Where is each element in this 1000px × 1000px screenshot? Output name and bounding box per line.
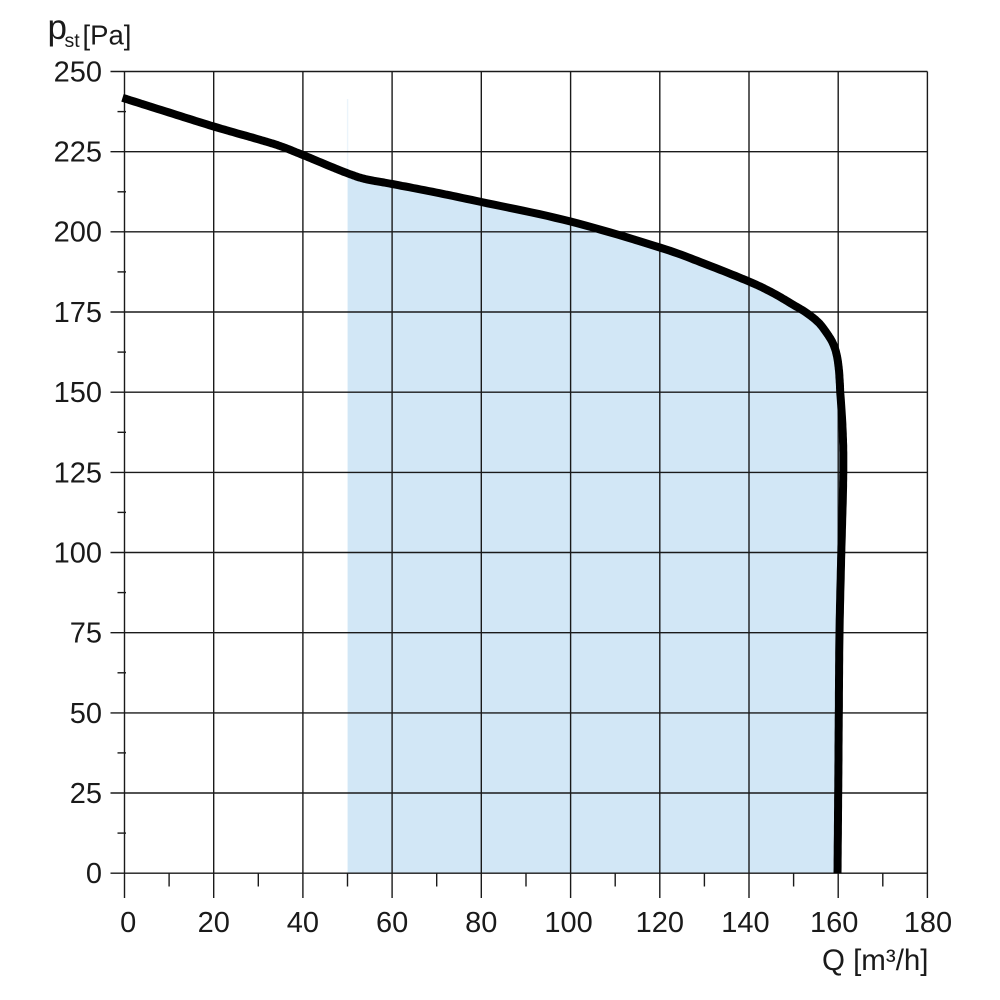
svg-text:120: 120 bbox=[636, 907, 684, 939]
svg-text:160: 160 bbox=[810, 907, 858, 939]
svg-text:80: 80 bbox=[465, 907, 497, 939]
svg-text:225: 225 bbox=[54, 137, 102, 169]
svg-text:st: st bbox=[65, 30, 81, 52]
svg-text:175: 175 bbox=[54, 297, 102, 329]
svg-text:200: 200 bbox=[54, 217, 102, 249]
svg-text:20: 20 bbox=[198, 907, 230, 939]
svg-text:125: 125 bbox=[54, 457, 102, 489]
svg-text:75: 75 bbox=[70, 618, 102, 650]
svg-text:25: 25 bbox=[70, 778, 102, 810]
svg-text:[Pa]: [Pa] bbox=[83, 20, 132, 51]
svg-text:180: 180 bbox=[904, 907, 952, 939]
svg-text:p: p bbox=[48, 8, 67, 47]
svg-text:140: 140 bbox=[721, 907, 769, 939]
svg-text:60: 60 bbox=[376, 907, 408, 939]
svg-text:250: 250 bbox=[54, 56, 102, 88]
svg-text:0: 0 bbox=[120, 907, 136, 939]
svg-text:100: 100 bbox=[544, 907, 592, 939]
svg-text:40: 40 bbox=[287, 907, 319, 939]
svg-text:150: 150 bbox=[54, 377, 102, 409]
svg-text:0: 0 bbox=[86, 858, 102, 890]
svg-text:100: 100 bbox=[54, 537, 102, 569]
svg-text:Q [m³/h]: Q [m³/h] bbox=[822, 944, 929, 977]
svg-text:50: 50 bbox=[70, 698, 102, 730]
